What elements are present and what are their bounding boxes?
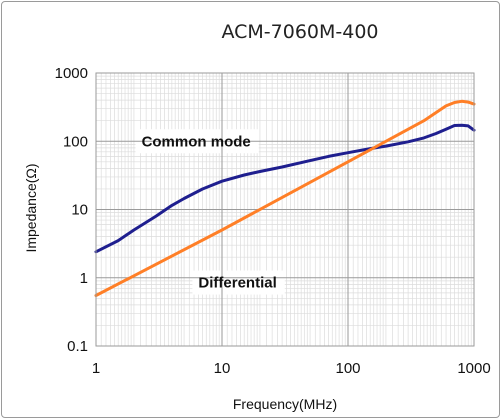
x-tick-labels: 1 10 100 1000: [92, 360, 491, 377]
annotation-backgrounds: [135, 129, 285, 295]
annotation-label: Differential: [198, 275, 276, 292]
series-layer: [94, 99, 476, 297]
annotation-label: Common mode: [142, 133, 251, 150]
y-tick-labels: 0.1 1 10 100 1000: [55, 65, 88, 355]
x-tick-label: 1000: [457, 360, 490, 377]
y-tick-label: 1: [80, 270, 88, 287]
series-line-common-mode: [94, 123, 476, 254]
chart-title: ACM-7060M-400: [221, 21, 378, 43]
x-tick-label: 10: [214, 360, 231, 377]
plot-area-border: [95, 72, 475, 347]
y-tick-label: 1000: [55, 65, 88, 82]
series-line-differential: [94, 99, 476, 297]
y-tick-label: 10: [71, 202, 88, 219]
y-tick-label: 100: [63, 133, 88, 150]
x-axis-label: Frequency(MHz): [233, 396, 337, 412]
y-axis-label: Impedance(Ω): [23, 163, 39, 252]
y-tick-label: 0.1: [67, 338, 88, 355]
annotation-background: [192, 270, 285, 295]
annotations: Common mode Differential: [142, 133, 277, 291]
x-tick-label: 1: [92, 360, 100, 377]
x-tick-label: 100: [335, 360, 360, 377]
